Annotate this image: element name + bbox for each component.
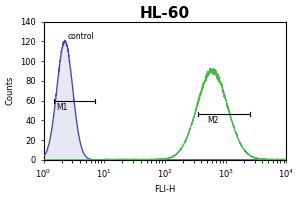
X-axis label: FLI-H: FLI-H xyxy=(154,185,176,194)
Title: HL-60: HL-60 xyxy=(140,6,190,21)
Text: M2: M2 xyxy=(207,116,218,125)
Text: M1: M1 xyxy=(57,103,68,112)
Y-axis label: Counts: Counts xyxy=(6,76,15,105)
Text: control: control xyxy=(68,32,94,41)
